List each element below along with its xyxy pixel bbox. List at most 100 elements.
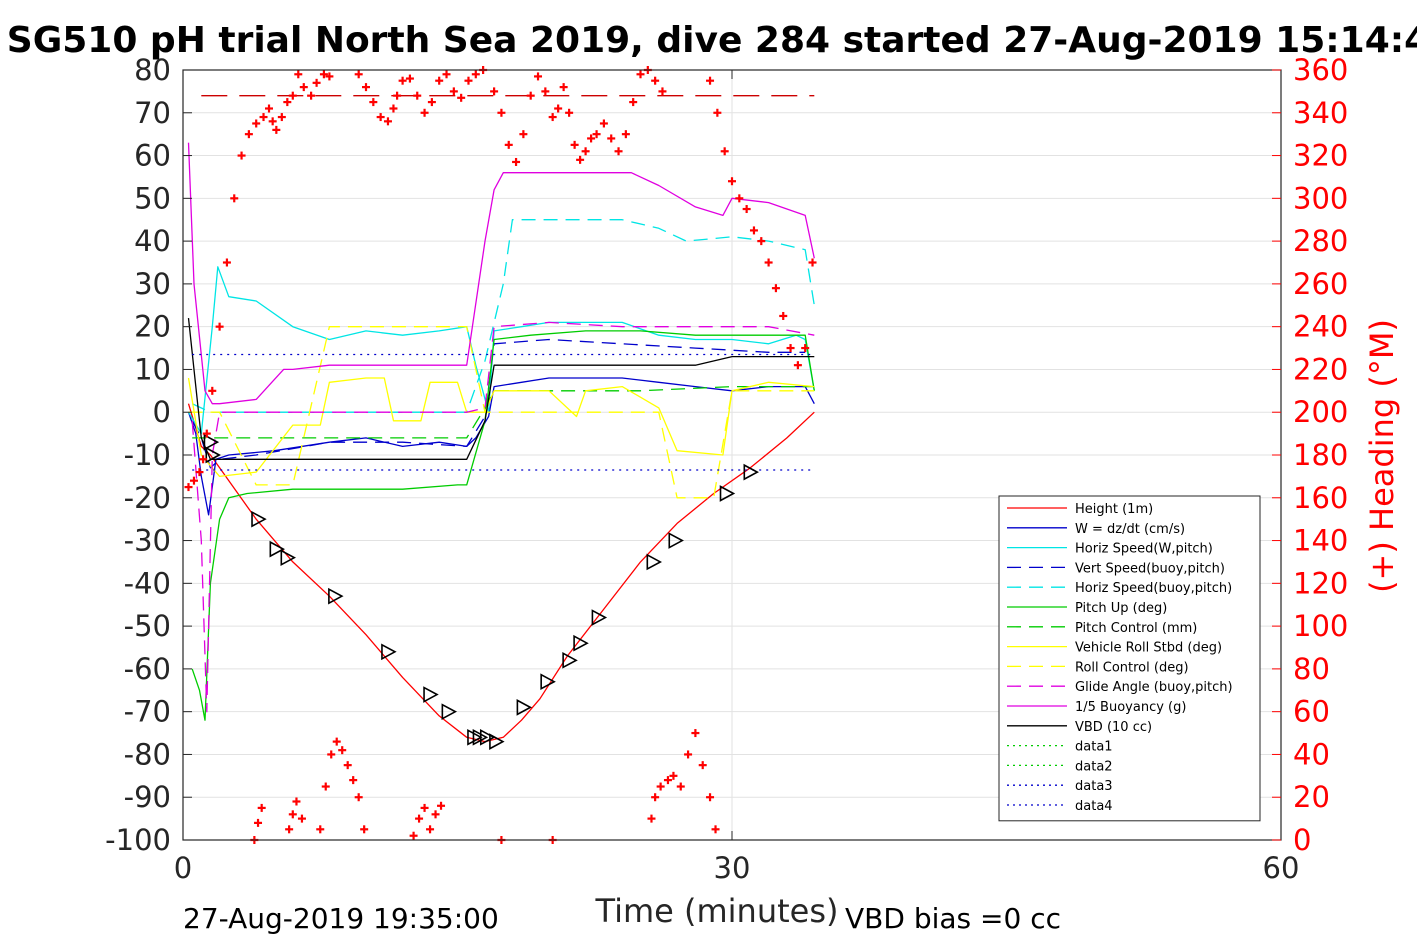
heading-point (592, 130, 601, 139)
heading-point (554, 104, 563, 113)
heading-point (237, 151, 246, 160)
heading-point (651, 76, 660, 85)
heading-point (426, 825, 435, 834)
heading-point (757, 237, 766, 246)
triangle-marker (467, 728, 483, 746)
heading-point (764, 258, 773, 267)
x-tick-label: 30 (714, 851, 751, 885)
triangle-marker (381, 643, 397, 661)
heading-point (257, 803, 266, 812)
heading-point (581, 147, 590, 156)
heading-point (268, 117, 277, 126)
y2-tick-label: 340 (1293, 96, 1348, 130)
heading-point (449, 87, 458, 96)
heading-point (319, 70, 328, 79)
grid (183, 70, 1281, 840)
series-line-pitch-up-deg (191, 330, 815, 721)
heading-point (684, 750, 693, 759)
heading-point (713, 108, 722, 117)
heading-point (651, 793, 660, 802)
heading-point (607, 134, 616, 143)
heading-point (343, 761, 352, 770)
y-tick-label: -20 (124, 481, 171, 515)
heading-point (706, 76, 715, 85)
triangle-marker (540, 673, 556, 691)
y-tick-label: -40 (124, 566, 171, 600)
heading-point (621, 130, 630, 139)
heading-point (327, 750, 336, 759)
y-tick-label: 10 (134, 352, 171, 386)
heading-point (415, 814, 424, 823)
heading-point (669, 771, 678, 780)
legend-entry: data4 (1075, 799, 1113, 814)
y2-tick-label: 160 (1293, 481, 1348, 515)
heading-point (230, 194, 239, 203)
heading-point (420, 803, 429, 812)
y2-tick-label: 80 (1293, 652, 1330, 686)
legend-entry: data2 (1075, 759, 1113, 774)
heading-point (587, 134, 596, 143)
triangle-marker (479, 728, 496, 746)
heading-point (254, 818, 263, 827)
chart-title: SG510 pH trial North Sea 2019, dive 284 … (7, 20, 1417, 61)
heading-point (548, 113, 557, 122)
heading-point (420, 108, 429, 117)
heading-point (793, 361, 802, 370)
heading-point (437, 801, 446, 810)
heading-point (786, 344, 795, 353)
heading-point (360, 825, 369, 834)
legend-entry: 1/5 Buoyancy (g) (1075, 700, 1186, 715)
heading-point (742, 205, 751, 214)
heading-point (354, 793, 363, 802)
heading-point (676, 782, 685, 791)
heading-point (636, 70, 645, 79)
y2-tick-label: 280 (1293, 224, 1348, 258)
heading-point (504, 140, 513, 149)
triangle-marker (280, 549, 296, 567)
heading-point (277, 113, 286, 122)
heading-point (435, 76, 444, 85)
heading-point (383, 117, 392, 126)
heading-point (431, 810, 440, 819)
heading-point (706, 793, 715, 802)
legend: Height (1m) W = dz/dt (cm/s) Horiz Speed(W… (998, 495, 1261, 822)
heading-point (656, 782, 665, 791)
y2-tick-label: 220 (1293, 352, 1348, 386)
y-tick-label: -50 (124, 609, 171, 643)
triangle-marker (269, 540, 286, 558)
heading-point (376, 113, 385, 122)
heading-point (292, 797, 301, 806)
y2-tick-label: 140 (1293, 524, 1348, 558)
heading-markers (184, 66, 817, 844)
y-tick-label: 60 (134, 139, 171, 173)
y2-tick-label: 60 (1293, 695, 1330, 729)
y-axis-left: -100-90-80-70-60-50-40-30-20-10010203040… (105, 53, 192, 857)
heading-point (195, 468, 204, 477)
y2-tick-label: 180 (1293, 438, 1348, 472)
heading-point (471, 70, 480, 79)
series-line-vehicle-roll-stbd-deg (187, 377, 815, 478)
heading-point (779, 311, 788, 320)
heading-point (599, 119, 608, 128)
y2-tick-label: 120 (1293, 566, 1348, 600)
y2-tick-label: 320 (1293, 139, 1348, 173)
heading-point (362, 83, 370, 92)
x-axis-label: Time (minutes) (595, 892, 839, 930)
heading-point (614, 147, 623, 156)
heading-point (442, 70, 451, 79)
series-line-glide-angle-buoy-pitch (191, 321, 815, 713)
heading-point (457, 93, 466, 102)
heading-point (691, 729, 700, 738)
y2-tick-label: 200 (1293, 395, 1348, 429)
heading-point (208, 386, 217, 395)
heading-point (285, 825, 294, 834)
series-line-horiz-speed-buoy-pitch (191, 219, 815, 413)
series-layer (187, 95, 815, 743)
legend-entry: Vert Speed(buoy,pitch) (1075, 561, 1225, 576)
legend-entry: data3 (1075, 779, 1113, 794)
heading-point (526, 91, 535, 100)
heading-point (354, 70, 363, 79)
triangle-marker (489, 733, 505, 750)
series-line-1-5-buoyancy-g (187, 142, 815, 405)
heading-point (288, 810, 297, 819)
